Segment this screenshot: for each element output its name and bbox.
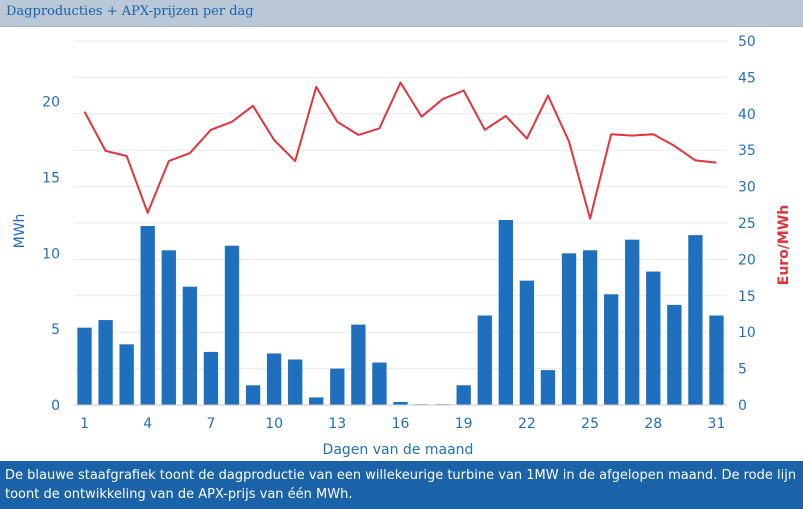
combo-chart: 1 4 7 10 13 16 19 22 25 28 31 0 5 10 15 20 0 5 10 15 20 25 30 3… [12,34,792,458]
chart-title: Dagproducties + APX-prijzen per dag [6,4,254,19]
x-tick-label: 25 [581,416,599,432]
x-tick-label: 13 [328,416,346,432]
bar [582,250,598,405]
x-tick-label: 22 [518,416,536,432]
bar [646,271,661,405]
bar [372,362,387,405]
y2-tick-label: 10 [738,325,756,341]
y2-tick-label: 45 [738,70,756,86]
y2-tick-label: 15 [738,289,756,305]
bar [498,219,513,405]
bar [77,327,92,405]
x-tick-label: 7 [206,416,215,432]
bar [140,226,155,405]
y2-tick-label: 40 [738,107,756,123]
price-line [83,81,717,220]
x-axis-label: Dagen van de maand [323,442,474,458]
bar [288,359,303,405]
bar [98,320,113,405]
y2-tick-label: 25 [738,216,756,232]
bar [603,294,619,405]
bar [266,353,282,405]
y2-tick-label: 5 [738,362,747,378]
x-tick-label: 1 [80,416,89,432]
bar [456,385,471,405]
y2-tick-label: 20 [738,252,756,268]
x-tick-label: 28 [644,416,662,432]
bar [309,397,324,405]
bar [330,368,345,405]
bar [688,235,703,405]
title-bar: Dagproducties + APX-prijzen per dag [0,0,803,27]
bar [625,239,640,405]
caption-text: De blauwe staafgrafiek toont de dagprodu… [5,468,797,502]
y-axis-label: MWh [12,214,28,249]
bar [540,370,556,405]
y2-tick-label: 30 [738,180,756,196]
y2-tick-label: 50 [738,34,756,50]
bar [203,351,219,405]
bar [709,315,724,405]
x-tick-label: 19 [455,416,473,432]
y2-tick-label: 35 [738,143,756,159]
y2-axis-label: Euro/MWh [776,205,792,286]
bar [224,245,240,405]
bar [351,324,366,405]
bar [519,280,535,405]
y-tick-label: 5 [51,322,60,338]
bar [161,250,176,405]
production-bars [77,219,724,405]
x-tick-label: 4 [143,416,152,432]
y2-tick-label: 0 [738,398,747,414]
bar [245,385,261,405]
x-tick-label: 31 [708,416,726,432]
bar [477,315,492,405]
bar [561,253,577,405]
x-tick-label: 16 [392,416,410,432]
bar [182,286,198,405]
y-tick-label: 10 [42,246,60,262]
caption-bar: De blauwe staafgrafiek toont de dagprodu… [0,461,803,509]
bar [393,401,408,405]
bar [119,344,134,405]
y-tick-label: 0 [51,398,60,414]
axes: 1 4 7 10 13 16 19 22 25 28 31 0 5 10 15 20 0 5 10 15 20 25 30 3… [42,34,756,432]
y-tick-label: 15 [42,171,60,187]
price-line-group [83,81,717,220]
y-tick-label: 20 [42,95,60,111]
bar [667,304,682,405]
x-tick-label: 10 [265,416,283,432]
